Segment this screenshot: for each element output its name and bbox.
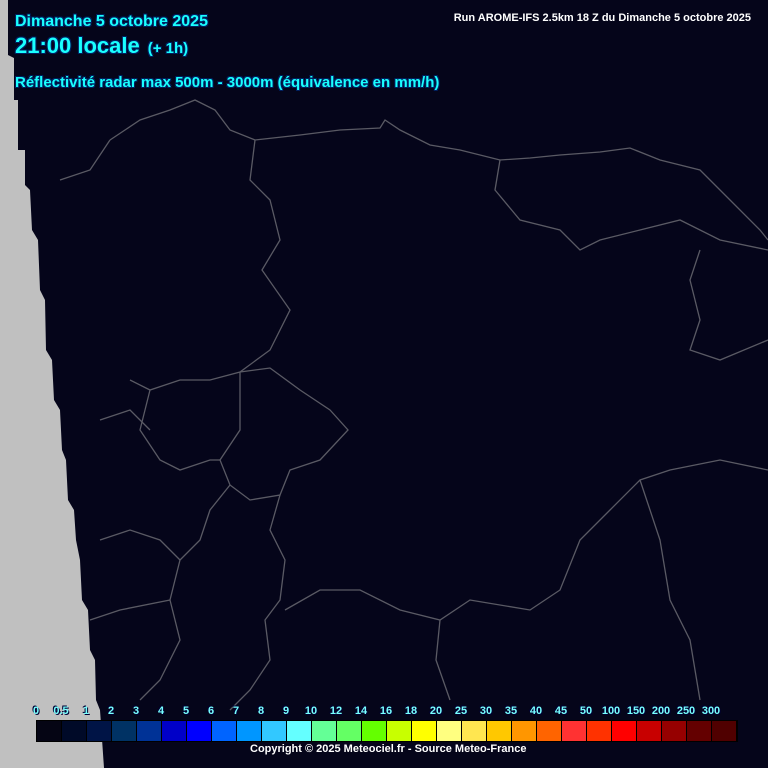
legend-label: 16 <box>379 705 393 717</box>
legend-swatch <box>237 721 262 741</box>
legend-label: 150 <box>626 705 646 717</box>
legend-swatch <box>662 721 687 741</box>
legend-swatch <box>262 721 287 741</box>
legend-label: 18 <box>404 705 418 717</box>
forecast-date: Dimanche 5 octobre 2025 <box>15 13 208 30</box>
legend-label: 200 <box>651 705 671 717</box>
legend-swatch <box>112 721 137 741</box>
product-title: Réflectivité radar max 500m - 3000m (équ… <box>15 74 440 91</box>
legend-label: 30 <box>479 705 493 717</box>
legend-swatch <box>387 721 412 741</box>
forecast-time: 21:00 locale (+ 1h) <box>15 33 188 59</box>
legend-swatch <box>187 721 212 741</box>
legend-labels: 0 0.5 1 2 3 4 5 6 7 8 9 10 12 14 16 18 20 25 30 35 40 45 50 100… <box>0 705 768 719</box>
outside-domain-area <box>0 0 104 768</box>
legend-label: 20 <box>429 705 443 717</box>
legend-label: 6 <box>207 705 215 717</box>
legend-label: 2 <box>107 705 115 717</box>
legend-swatch <box>512 721 537 741</box>
legend-swatch <box>562 721 587 741</box>
legend-label: 250 <box>676 705 696 717</box>
legend-swatch <box>287 721 312 741</box>
lead-time: (+ 1h) <box>147 40 189 57</box>
legend-label: 35 <box>504 705 518 717</box>
legend-label: 4 <box>157 705 165 717</box>
legend-swatch <box>537 721 562 741</box>
legend-label: 9 <box>282 705 290 717</box>
legend-label: 25 <box>454 705 468 717</box>
legend-label: 10 <box>304 705 318 717</box>
legend-label: 12 <box>329 705 343 717</box>
legend-swatch <box>587 721 612 741</box>
legend-label: 5 <box>182 705 190 717</box>
legend-swatch <box>487 721 512 741</box>
legend-swatch <box>712 721 737 741</box>
legend-label: 3 <box>132 705 140 717</box>
local-time: 21:00 locale <box>15 33 140 58</box>
legend-swatch <box>612 721 637 741</box>
legend-label: 1 <box>82 705 90 717</box>
admin-borders <box>59 99 768 711</box>
legend-label: 7 <box>232 705 240 717</box>
legend-swatch <box>687 721 712 741</box>
legend-swatch <box>412 721 437 741</box>
legend-swatch <box>137 721 162 741</box>
color-legend <box>36 720 738 742</box>
legend-label: 0.5 <box>53 705 69 717</box>
legend-label: 300 <box>701 705 721 717</box>
copyright: Copyright © 2025 Meteociel.fr - Source M… <box>250 743 527 755</box>
legend-swatch <box>162 721 187 741</box>
legend-swatch <box>337 721 362 741</box>
legend-label: 14 <box>354 705 368 717</box>
model-run-info: Run AROME-IFS 2.5km 18 Z du Dimanche 5 o… <box>450 11 754 25</box>
legend-swatch <box>212 721 237 741</box>
legend-label: 50 <box>579 705 593 717</box>
legend-swatch <box>637 721 662 741</box>
legend-label: 45 <box>554 705 568 717</box>
legend-label: 40 <box>529 705 543 717</box>
legend-swatch <box>87 721 112 741</box>
legend-label: 0 <box>32 705 40 717</box>
legend-swatch <box>437 721 462 741</box>
legend-label: 100 <box>601 705 621 717</box>
legend-label: 8 <box>257 705 265 717</box>
legend-swatch <box>362 721 387 741</box>
legend-swatch <box>462 721 487 741</box>
legend-swatch <box>62 721 87 741</box>
legend-swatch <box>312 721 337 741</box>
legend-swatch <box>37 721 62 741</box>
